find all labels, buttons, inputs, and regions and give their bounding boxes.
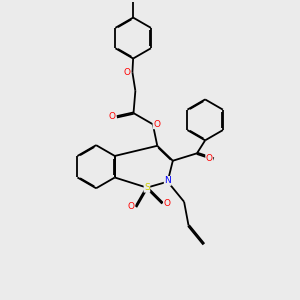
Text: O: O — [206, 154, 213, 164]
Text: N: N — [164, 176, 171, 185]
Text: O: O — [153, 120, 160, 129]
Text: S: S — [144, 183, 150, 192]
Text: O: O — [128, 202, 135, 211]
Text: O: O — [109, 112, 116, 121]
Text: O: O — [164, 199, 170, 208]
Text: O: O — [124, 68, 131, 77]
